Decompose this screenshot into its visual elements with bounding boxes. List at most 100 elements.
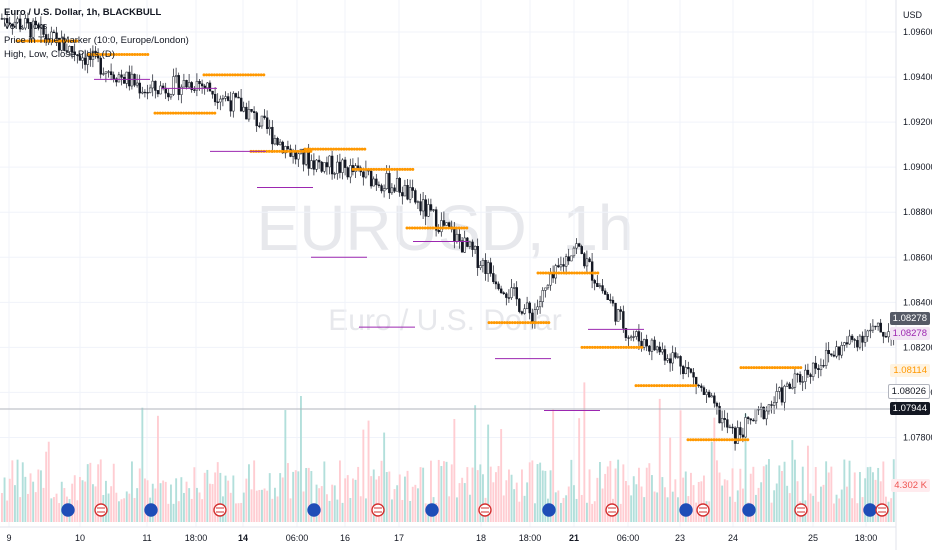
tag-crosshair: 1.07944 — [889, 402, 930, 415]
x-tick-label: 18:00 — [185, 533, 208, 543]
price-marker-dot — [447, 226, 451, 230]
candle-body — [245, 106, 248, 120]
volume-bar — [541, 470, 544, 522]
candle-body — [533, 309, 537, 322]
candle-body — [81, 57, 84, 61]
volume-bar — [617, 459, 620, 522]
price-marker-dot — [395, 167, 399, 171]
price-marker-dot — [622, 345, 626, 349]
volume-bar — [604, 473, 607, 522]
price-marker-dot — [762, 366, 766, 370]
candle-body — [234, 93, 238, 98]
price-marker-dot — [728, 438, 732, 442]
x-tick-label: 24 — [728, 533, 738, 543]
eu-event-icon — [61, 503, 75, 517]
volume-bar — [55, 493, 58, 522]
volume-bar — [505, 480, 508, 522]
candle-body — [416, 201, 420, 203]
volume-bar — [50, 498, 53, 522]
candle-body — [726, 419, 729, 428]
price-marker-dot — [15, 39, 19, 43]
candle-body — [385, 173, 388, 189]
price-marker-dot — [41, 39, 45, 43]
volume-bar — [206, 469, 209, 522]
price-marker-dot — [153, 111, 157, 115]
candle-body — [505, 293, 508, 298]
candle-body — [627, 337, 630, 339]
candle-body — [369, 170, 373, 187]
candle-body — [143, 91, 147, 94]
y-tick-label: 1.09600 — [903, 27, 932, 37]
candle-body — [377, 184, 381, 186]
price-marker-dot — [413, 226, 417, 230]
price-marker-dot — [408, 226, 412, 230]
price-marker-dot — [363, 147, 367, 151]
candle-body — [336, 161, 339, 174]
price-marker-dot — [275, 149, 279, 153]
price-marker-dot — [565, 271, 569, 275]
volume-bar — [794, 459, 796, 522]
volume-bar — [461, 477, 464, 522]
candle-body — [380, 185, 383, 192]
candle-body — [879, 322, 882, 333]
candle-body — [700, 385, 703, 388]
volume-bar — [14, 485, 16, 522]
candle-body — [434, 209, 438, 231]
volume-bar — [679, 410, 682, 522]
volume-bar — [393, 489, 396, 522]
candle-body — [486, 262, 490, 274]
volume-bar — [294, 470, 297, 522]
volume-bar — [279, 473, 282, 522]
candle-body — [874, 325, 877, 328]
volume-bar — [549, 470, 552, 522]
us-event-icon — [213, 503, 227, 517]
candle-body — [453, 228, 456, 242]
volume-bar — [354, 479, 357, 522]
us-event-icon — [478, 503, 492, 517]
price-marker-dot — [332, 147, 336, 151]
volume-bar — [84, 481, 87, 522]
price-marker-dot — [647, 384, 651, 388]
price-marker-dot — [434, 226, 438, 230]
price-marker-dot — [251, 73, 255, 77]
volume-bar — [385, 472, 388, 522]
price-marker-dot — [449, 226, 453, 230]
price-marker-dot — [495, 321, 499, 325]
candle-body — [445, 222, 448, 226]
volume-bar — [250, 489, 253, 522]
candle-body — [18, 18, 22, 30]
candle-body — [476, 245, 479, 268]
price-marker-dot — [361, 167, 365, 171]
volume-bar — [341, 502, 344, 522]
price-marker-dot — [163, 111, 167, 115]
price-marker-dot — [744, 366, 748, 370]
price-marker-dot — [72, 39, 76, 43]
price-marker-dot — [580, 271, 584, 275]
candle-body — [219, 98, 222, 103]
volume-bar — [801, 466, 804, 522]
candle-body — [258, 125, 261, 127]
price-marker-dot — [627, 345, 631, 349]
legend-volume[interactable]: Vol · Ticks — [4, 21, 48, 32]
price-marker-dot — [398, 167, 402, 171]
candle-body — [523, 308, 526, 314]
price-marker-dot — [205, 73, 209, 77]
price-marker-dot — [539, 271, 543, 275]
x-tick-label: 10 — [75, 533, 85, 543]
candle-body — [406, 185, 409, 200]
price-marker-dot — [223, 73, 227, 77]
legend-price-in-time[interactable]: Price in Time Marker (10:0, Europe/Londo… — [4, 35, 189, 46]
price-marker-dot — [704, 438, 708, 442]
candle-body — [328, 155, 331, 168]
price-marker-dot — [567, 271, 571, 275]
volume-bar — [781, 471, 783, 522]
price-marker-dot — [46, 39, 50, 43]
price-marker-dot — [187, 111, 191, 115]
candle-body — [666, 358, 669, 361]
candle-body — [601, 285, 604, 292]
legend-symbol[interactable]: Euro / U.S. Dollar, 1h, BLACKBULL — [4, 7, 162, 18]
candle-body — [471, 241, 474, 250]
legend-hlc[interactable]: High, Low, Close Plots (D) — [4, 49, 115, 60]
